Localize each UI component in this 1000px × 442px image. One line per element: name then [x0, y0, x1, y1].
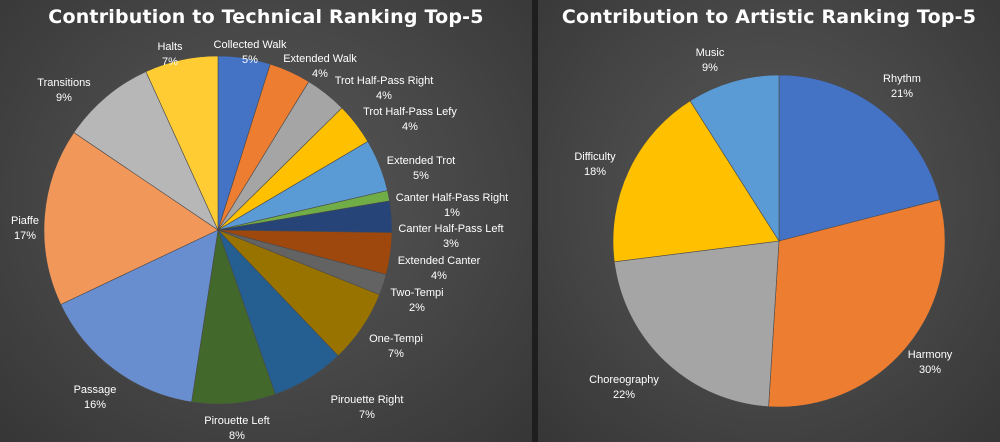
data-label-extended-trot: Extended Trot 5% [387, 155, 456, 182]
data-label-pirouette-left: Pirouette Left 8% [204, 415, 269, 442]
data-label-choreography: Choreography 22% [589, 374, 659, 401]
data-label-passage: Passage 16% [74, 384, 117, 411]
slice-halts [145, 55, 219, 231]
slice-piaffe [43, 132, 219, 305]
technical-ranking-panel: Contribution to Technical Ranking Top-5 … [0, 0, 532, 442]
slice-passage [60, 229, 219, 403]
data-label-rhythm: Rhythm 21% [883, 73, 921, 100]
data-label-canter-half-pass-right: Canter Half-Pass Right 1% [396, 192, 509, 219]
slice-transitions [73, 71, 219, 231]
slice-choreography [613, 240, 780, 407]
technical-chart-title: Contribution to Technical Ranking Top-5 [48, 6, 484, 28]
data-label-canter-half-pass-left: Canter Half-Pass Left 3% [398, 223, 503, 250]
data-label-trot-half-pass-lefy: Trot Half-Pass Lefy 4% [363, 106, 457, 133]
data-label-piaffe: Piaffe 17% [11, 215, 39, 242]
data-label-pirouette-right: Pirouette Right 7% [331, 394, 404, 421]
data-label-transitions: Transitions 9% [37, 77, 91, 104]
artistic-pie-chart: Rhythm 21% Harmony 30% Choreography 22% Diffic… [574, 47, 953, 408]
data-label-harmony: Harmony 30% [908, 349, 953, 376]
data-label-music: Music 9% [696, 47, 725, 74]
data-label-one-tempi: One-Tempi 7% [369, 333, 423, 360]
slice-harmony [768, 199, 946, 408]
data-label-halts: Halts 7% [157, 41, 183, 68]
data-label-trot-half-pass-right: Trot Half-Pass Right 4% [335, 75, 434, 102]
data-label-extended-walk: Extended Walk 4% [283, 53, 357, 80]
data-label-collected-walk: Collected Walk 5% [214, 39, 287, 66]
technical-pie-chart: Collected Walk 5% Extended Walk 4%Trot Half… [11, 39, 509, 442]
data-label-extended-canter: Extended Canter 4% [398, 255, 481, 282]
data-label-two-tempi: Two-Tempi 2% [390, 287, 443, 314]
slice-difficulty [612, 100, 780, 263]
data-label-difficulty: Difficulty 18% [574, 151, 616, 178]
artistic-ranking-panel: Contribution to Artistic Ranking Top-5 R… [538, 0, 1000, 442]
slice-rhythm [778, 74, 941, 242]
artistic-chart-title: Contribution to Artistic Ranking Top-5 [561, 6, 977, 28]
slice-music [689, 74, 780, 243]
